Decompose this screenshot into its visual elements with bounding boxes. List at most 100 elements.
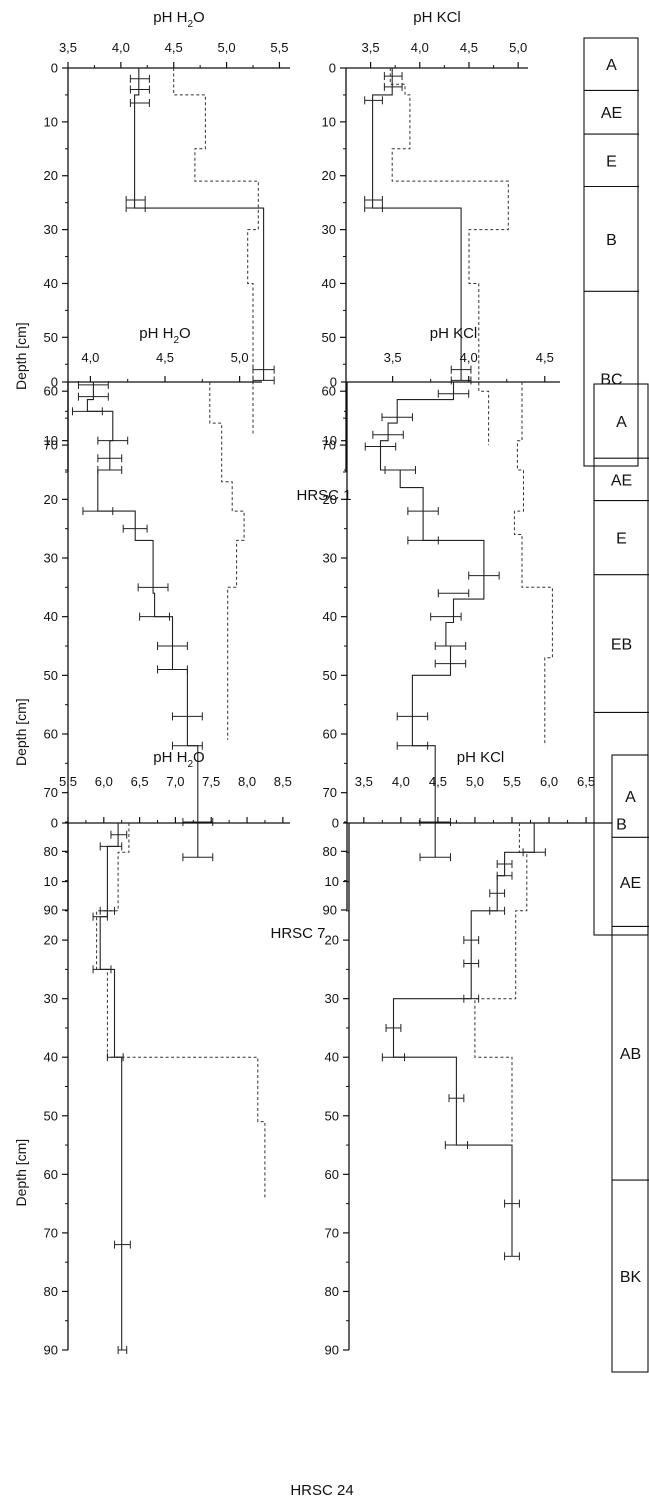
horizon-label: B: [606, 232, 617, 249]
error-bar: [365, 204, 383, 212]
error-bar: [130, 99, 149, 107]
y-tick-label: 0: [332, 816, 339, 831]
y-tick-label: 10: [44, 114, 58, 129]
error-bar: [130, 75, 149, 83]
y-tick-label: 30: [44, 991, 58, 1006]
horizon-column-3: A AE AB BK: [612, 755, 649, 1372]
x-tick-label: 6,5: [577, 774, 595, 789]
horizon-label: AB: [620, 1046, 641, 1063]
error-bar: [126, 196, 145, 204]
y-tick-label: 20: [323, 492, 337, 507]
x-tick-label: 4,5: [156, 350, 174, 365]
y-tick-label: 0: [51, 375, 58, 390]
y-tick-label: 60: [44, 727, 58, 742]
x-tick-label: 5,5: [503, 774, 521, 789]
x-tick-label: 8,0: [238, 774, 256, 789]
y-tick-label: 0: [51, 816, 58, 831]
x-tick-label: 3,5: [355, 774, 373, 789]
error-bar: [365, 196, 383, 204]
x-tick-label: 4,5: [165, 40, 183, 55]
horizon-label: B: [616, 817, 627, 834]
ph-kcl-panel-2: 3,5 4,0 4,5 0 10 20 30 40 50 60 70 80 90 pH KCl: [323, 325, 560, 918]
x-tick-label: 3,5: [59, 40, 77, 55]
y-tick-label: 10: [322, 114, 336, 129]
panel-title: pH KCl: [457, 749, 505, 766]
ph-h2o-panel-3: 5,5 6,0 6,5 7,0 7,5 8,0 8,5 0 10 20 30 40 50 60 70 80 90…: [13, 749, 292, 1358]
y-tick-label: 40: [325, 1050, 339, 1065]
y-tick-label: 50: [44, 330, 58, 345]
y-tick-label: 40: [44, 1050, 58, 1065]
y-tick-label: 30: [44, 222, 58, 237]
series-dashed-line: [475, 823, 527, 1145]
x-tick-label: 5,0: [231, 350, 249, 365]
y-tick-label: 90: [325, 1343, 339, 1358]
y-tick-label: 10: [325, 874, 339, 889]
site-group-2: 4,0 4,5 5,0 0 10 20 30 40 50 60 70 80 90 pH H2O Depth …: [13, 325, 649, 942]
x-tick-label: 4,0: [392, 774, 410, 789]
y-tick-label: 20: [44, 492, 58, 507]
ph-kcl-panel-3: 3,5 4,0 4,5 5,0 5,5 6,0 6,5 0 10 20 30 40 50 60 70 80 90…: [325, 749, 612, 1358]
site-group-1: 3,5 4,0 4,5 5,0 5,5 0 10 20 30 40 50 60 70 pH H2O Dept…: [13, 9, 639, 504]
y-tick-label: 80: [44, 844, 58, 859]
series-dashed-line: [174, 68, 259, 434]
x-tick-label: 6,0: [540, 774, 558, 789]
x-tick-label: 7,0: [166, 774, 184, 789]
y-tick-label: 90: [44, 903, 58, 918]
horizon-label: A: [616, 414, 627, 431]
panel-title: pH KCl: [430, 325, 478, 342]
horizon-label: BK: [620, 1269, 642, 1286]
y-tick-label: 70: [44, 1225, 58, 1240]
y-tick-label: 30: [322, 222, 336, 237]
horizon-label: A: [625, 789, 636, 806]
x-tick-label: 6,5: [131, 774, 149, 789]
ph-h2o-panel-1: 3,5 4,0 4,5 5,0 5,5010203040506070pH H2ODept…: [13, 9, 290, 472]
y-tick-label: 30: [44, 551, 58, 566]
y-tick-label: 30: [325, 991, 339, 1006]
horizon-column-1: A AE E B BC: [584, 38, 639, 466]
y-axis-label: Depth [cm]: [13, 698, 29, 766]
y-tick-label: 0: [330, 375, 337, 390]
x-tick-label: 4,5: [536, 350, 554, 365]
y-tick-label: 10: [323, 433, 337, 448]
horizon-label: AE: [620, 875, 641, 892]
x-tick-label: 5,0: [509, 40, 527, 55]
x-tick-label: 5,0: [466, 774, 484, 789]
x-tick-label: 5,0: [218, 40, 236, 55]
y-tick-label: 70: [323, 785, 337, 800]
error-bar: [115, 1241, 131, 1249]
panel-title: pH H2O: [153, 749, 204, 770]
horizon-label: EB: [611, 637, 632, 654]
ph-kcl-panel-1: 3,5 4,0 4,5 5,0010203040506070pH KCl: [322, 9, 528, 472]
y-axis-label: Depth [cm]: [13, 1139, 29, 1207]
y-tick-label: 50: [322, 330, 336, 345]
horizon-column-2: A AE E EB B: [594, 384, 649, 935]
y-tick-label: 10: [44, 874, 58, 889]
y-tick-label: 20: [44, 168, 58, 183]
error-bar: [126, 204, 145, 212]
y-tick-label: 10: [44, 433, 58, 448]
y-tick-label: 80: [44, 1284, 58, 1299]
horizon-box: [584, 38, 638, 466]
y-tick-label: 50: [323, 668, 337, 683]
y-tick-label: 50: [325, 1108, 339, 1123]
y-tick-label: 90: [323, 903, 337, 918]
horizon-box: [594, 384, 648, 935]
x-tick-label: 8,5: [274, 774, 292, 789]
y-tick-label: 50: [44, 1108, 58, 1123]
y-tick-label: 30: [323, 551, 337, 566]
x-tick-label: 4,0: [411, 40, 429, 55]
series-dashed-line: [390, 68, 508, 445]
y-tick-label: 40: [323, 609, 337, 624]
error-bar: [107, 1053, 123, 1061]
series-dashed-line: [210, 382, 244, 740]
y-tick-label: 0: [329, 61, 336, 76]
panel-title: pH H2O: [153, 9, 204, 30]
y-tick-label: 20: [322, 168, 336, 183]
horizon-label: E: [606, 153, 617, 170]
x-tick-label: 4,0: [460, 350, 478, 365]
site-label: HRSC 7: [270, 925, 325, 942]
x-tick-label: 5,5: [270, 40, 288, 55]
error-bar: [384, 72, 402, 80]
x-tick-label: 3,5: [362, 40, 380, 55]
